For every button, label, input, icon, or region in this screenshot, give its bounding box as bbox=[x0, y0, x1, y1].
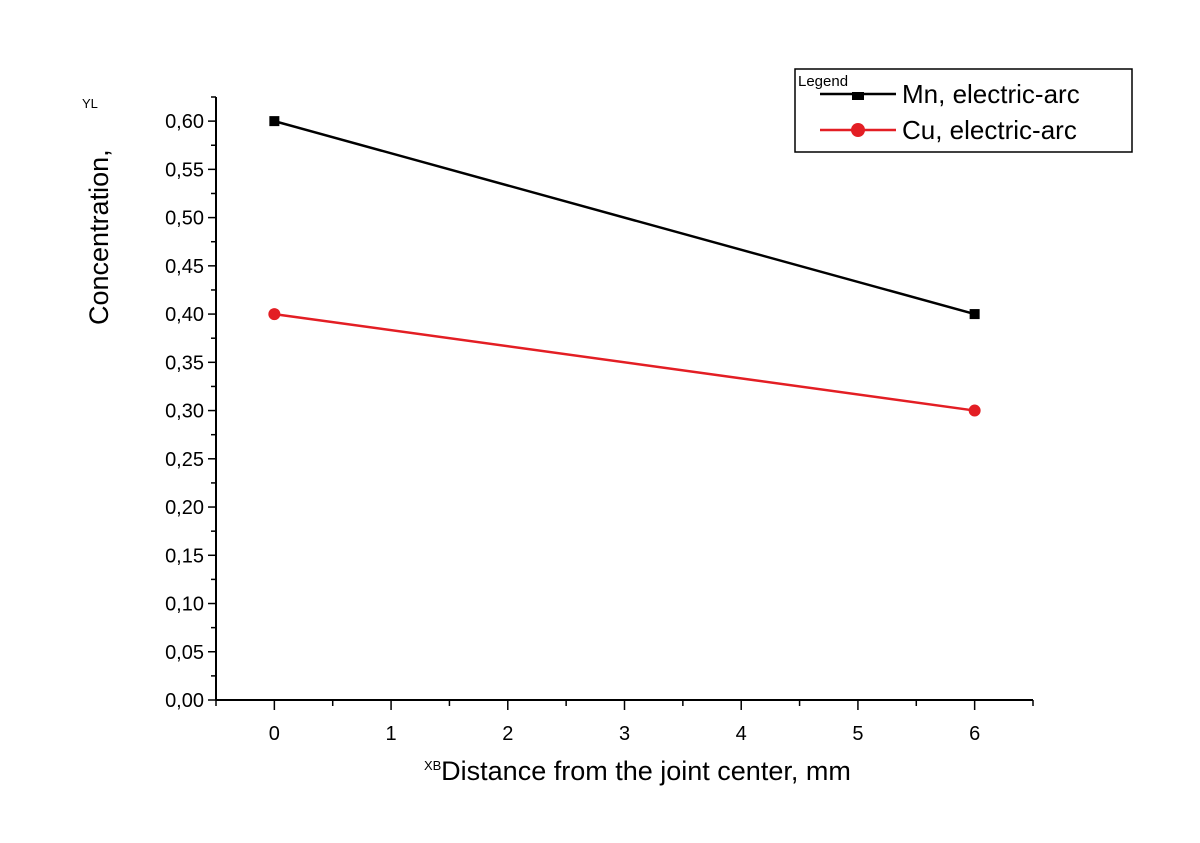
legend-circle-marker bbox=[851, 123, 865, 137]
data-point-square bbox=[269, 116, 280, 127]
legend-label: Mn, electric-arc bbox=[902, 79, 1080, 109]
series-group bbox=[268, 116, 981, 417]
y-axis-label-marker: YL bbox=[82, 96, 98, 111]
x-tick-label: 3 bbox=[619, 723, 630, 745]
x-tick-label: 5 bbox=[852, 723, 863, 745]
y-tick-label: 0,20 bbox=[165, 497, 204, 519]
data-point-circle bbox=[268, 308, 281, 321]
y-tick-label: 0,40 bbox=[165, 304, 204, 326]
legend-square-marker bbox=[852, 92, 864, 100]
x-axis-label-marker: XB bbox=[424, 758, 441, 773]
y-tick-label: 0,35 bbox=[165, 352, 204, 374]
y-tick-label: 0,05 bbox=[165, 642, 204, 664]
y-tick-label: 0,15 bbox=[165, 545, 204, 567]
y-tick-label: 0,25 bbox=[165, 449, 204, 471]
series-line-mn bbox=[274, 119, 975, 316]
legend-title: Legend bbox=[798, 73, 848, 90]
x-tick-label: 4 bbox=[736, 723, 747, 745]
legend-box bbox=[794, 68, 1133, 153]
x-axis-label: Distance from the joint center, mm bbox=[441, 756, 851, 786]
y-tick-label: 0,30 bbox=[165, 401, 204, 423]
y-tick-label: 0,10 bbox=[165, 594, 204, 616]
y-tick-label: 0,55 bbox=[165, 159, 204, 181]
legend-label: Cu, electric-arc bbox=[902, 115, 1077, 145]
y-axis-label: Concentration, bbox=[84, 149, 114, 325]
data-point-square bbox=[969, 309, 980, 320]
y-tick-label: 0,50 bbox=[165, 208, 204, 230]
data-point-circle bbox=[968, 404, 981, 417]
x-tick-label: 0 bbox=[269, 723, 280, 745]
axes: 0,00 0,05 0,10 0,15 0,20 0,25 0,30 0,35 0,40 0,45… bbox=[165, 96, 1034, 745]
y-tick-label: 0,00 bbox=[165, 690, 204, 712]
x-tick-label: 1 bbox=[386, 723, 397, 745]
y-tick-label: 0,45 bbox=[165, 256, 204, 278]
x-tick-label: 6 bbox=[969, 723, 980, 745]
series-line-cu bbox=[274, 312, 975, 412]
legend: Legend Mn, electric-arc Cu, electric-arc bbox=[794, 68, 1133, 153]
y-tick-label: 0,60 bbox=[165, 111, 204, 133]
x-tick-label: 2 bbox=[502, 723, 513, 745]
